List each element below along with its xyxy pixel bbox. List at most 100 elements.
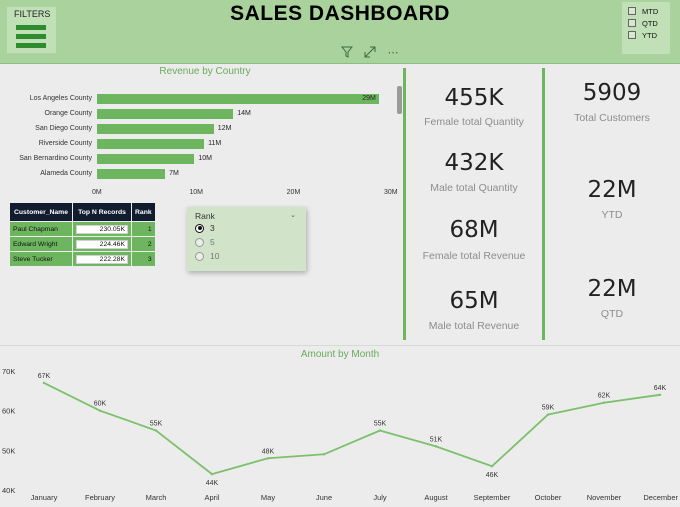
divider: [403, 68, 406, 340]
revenue-chart-title: Revenue by Country: [159, 66, 251, 77]
bar[interactable]: [97, 139, 205, 149]
bar-category-label: Alameda County: [40, 170, 92, 177]
hamburger-icon: [16, 25, 46, 30]
bar-category-label: Orange County: [44, 110, 92, 117]
kpi-male-revenue-value: 65M: [449, 288, 499, 314]
top-n-value-cell: 222.28K: [73, 252, 131, 266]
x-axis-tick: August: [424, 493, 448, 502]
rank-slicer-title: Rank ⌄: [195, 211, 298, 221]
column-header-rank[interactable]: Rank: [132, 203, 155, 221]
filters-button[interactable]: FILTERS: [7, 7, 56, 53]
rank-option-3[interactable]: 3: [195, 221, 298, 235]
data-point: [154, 429, 158, 432]
filter-icon[interactable]: [340, 45, 354, 59]
data-label: 55K: [150, 421, 163, 428]
checkbox-icon[interactable]: [628, 31, 636, 39]
data-label: 51K: [430, 436, 443, 443]
y-axis-tick: 60K: [2, 407, 15, 416]
data-label: 59K: [542, 405, 555, 412]
data-point: [378, 429, 382, 432]
amount-by-month-chart[interactable]: 70K 60K 50K 40K 67K January 60K February 55K Marc…: [0, 360, 680, 507]
data-point: [210, 472, 214, 476]
data-point: [658, 393, 662, 396]
x-axis-tick: 20M: [286, 189, 301, 196]
data-point: [434, 445, 438, 448]
bar-value-label: 12M: [217, 125, 232, 132]
bar[interactable]: [97, 154, 195, 164]
data-label: 62K: [598, 393, 611, 400]
value-bar: 224.46K: [76, 239, 128, 249]
data-label: 48K: [262, 448, 275, 455]
kpi-female-quantity-label: Female total Quantity: [424, 116, 524, 128]
series-line: [43, 382, 661, 476]
x-axis-tick: 0M: [92, 189, 102, 196]
x-axis-tick: September: [474, 493, 511, 502]
checkbox-icon[interactable]: [628, 7, 636, 15]
data-point: [266, 457, 270, 460]
data-label: 60K: [94, 401, 107, 408]
chart-scrollbar[interactable]: [397, 86, 402, 114]
rank-option-10[interactable]: 10: [195, 249, 298, 263]
bar-category-label: Riverside County: [38, 140, 92, 147]
x-axis-tick: December: [643, 493, 678, 502]
bar-value-label: 11M: [208, 140, 222, 147]
rank-slicer-label: Rank: [195, 211, 215, 221]
table-row[interactable]: Paul Chapman 230.05K 1: [10, 222, 155, 236]
bar-value-label: 14M: [237, 110, 251, 117]
kpi-female-revenue-value: 68M: [449, 217, 499, 243]
kpi-ytd-label: YTD: [601, 209, 623, 221]
period-option-mtd[interactable]: MTD: [628, 5, 670, 17]
rank-cell: 2: [132, 237, 155, 251]
kpi-ytd-value: 22M: [587, 177, 637, 203]
filters-label: FILTERS: [14, 9, 51, 19]
period-option-ytd[interactable]: YTD: [628, 29, 670, 41]
y-axis-tick: 70K: [2, 367, 15, 376]
rank-cell: 3: [132, 252, 155, 266]
table-row[interactable]: Steve Tucker 222.28K 3: [10, 252, 155, 266]
data-point: [42, 381, 46, 385]
bar-category-label: Los Angeles County: [29, 95, 92, 102]
radio-icon[interactable]: [195, 237, 204, 247]
x-axis-tick: May: [261, 493, 275, 502]
column-header-top-n[interactable]: Top N Records: [73, 203, 131, 221]
table-row[interactable]: Edward Wright 224.46K 2: [10, 237, 155, 251]
kpi-qtd-label: QTD: [600, 308, 624, 320]
dashboard-header: FILTERS SALES DASHBOARD ⋯ MTD QTD YTD: [0, 0, 680, 64]
section-divider: [0, 345, 680, 346]
customer-name-cell: Paul Chapman: [10, 222, 72, 236]
y-axis-tick: 50K: [2, 446, 15, 455]
x-axis-tick: March: [146, 493, 167, 502]
data-point: [98, 409, 102, 412]
rank-option-5[interactable]: 5: [195, 235, 298, 249]
visual-header-icons: ⋯: [340, 45, 400, 59]
kpi-total-customers-label: Total Customers: [574, 112, 650, 124]
focus-mode-icon[interactable]: [363, 45, 377, 59]
more-options-icon[interactable]: ⋯: [387, 46, 399, 59]
bar[interactable]: [97, 94, 380, 104]
chevron-down-icon[interactable]: ⌄: [290, 212, 296, 219]
top-n-value-cell: 224.46K: [73, 237, 131, 251]
x-axis-tick: January: [31, 493, 58, 502]
period-slicer: MTD QTD YTD: [622, 2, 670, 54]
bar[interactable]: [97, 109, 234, 119]
rank-slicer: Rank ⌄ 3 5 10: [187, 207, 306, 271]
column-header-customer-name[interactable]: Customer_Name: [10, 203, 72, 221]
divider: [542, 68, 545, 340]
bar[interactable]: [97, 169, 166, 179]
bar-value-label: 29M: [362, 95, 376, 102]
value-bar: 230.05K: [76, 224, 128, 234]
data-label: 67K: [38, 373, 51, 380]
x-axis-tick: April: [204, 493, 219, 502]
hamburger-icon: [16, 34, 46, 39]
checkbox-icon[interactable]: [628, 19, 636, 27]
data-label: 55K: [374, 421, 387, 428]
data-label: 64K: [654, 385, 667, 392]
radio-icon[interactable]: [195, 251, 204, 261]
x-axis-tick: November: [587, 493, 622, 502]
bar[interactable]: [97, 124, 214, 134]
radio-selected-icon[interactable]: [195, 223, 204, 233]
period-option-qtd[interactable]: QTD: [628, 17, 670, 29]
x-axis-tick: June: [316, 493, 332, 502]
kpi-male-revenue-label: Male total Revenue: [428, 320, 520, 332]
bar-value-label: 10M: [198, 155, 212, 162]
